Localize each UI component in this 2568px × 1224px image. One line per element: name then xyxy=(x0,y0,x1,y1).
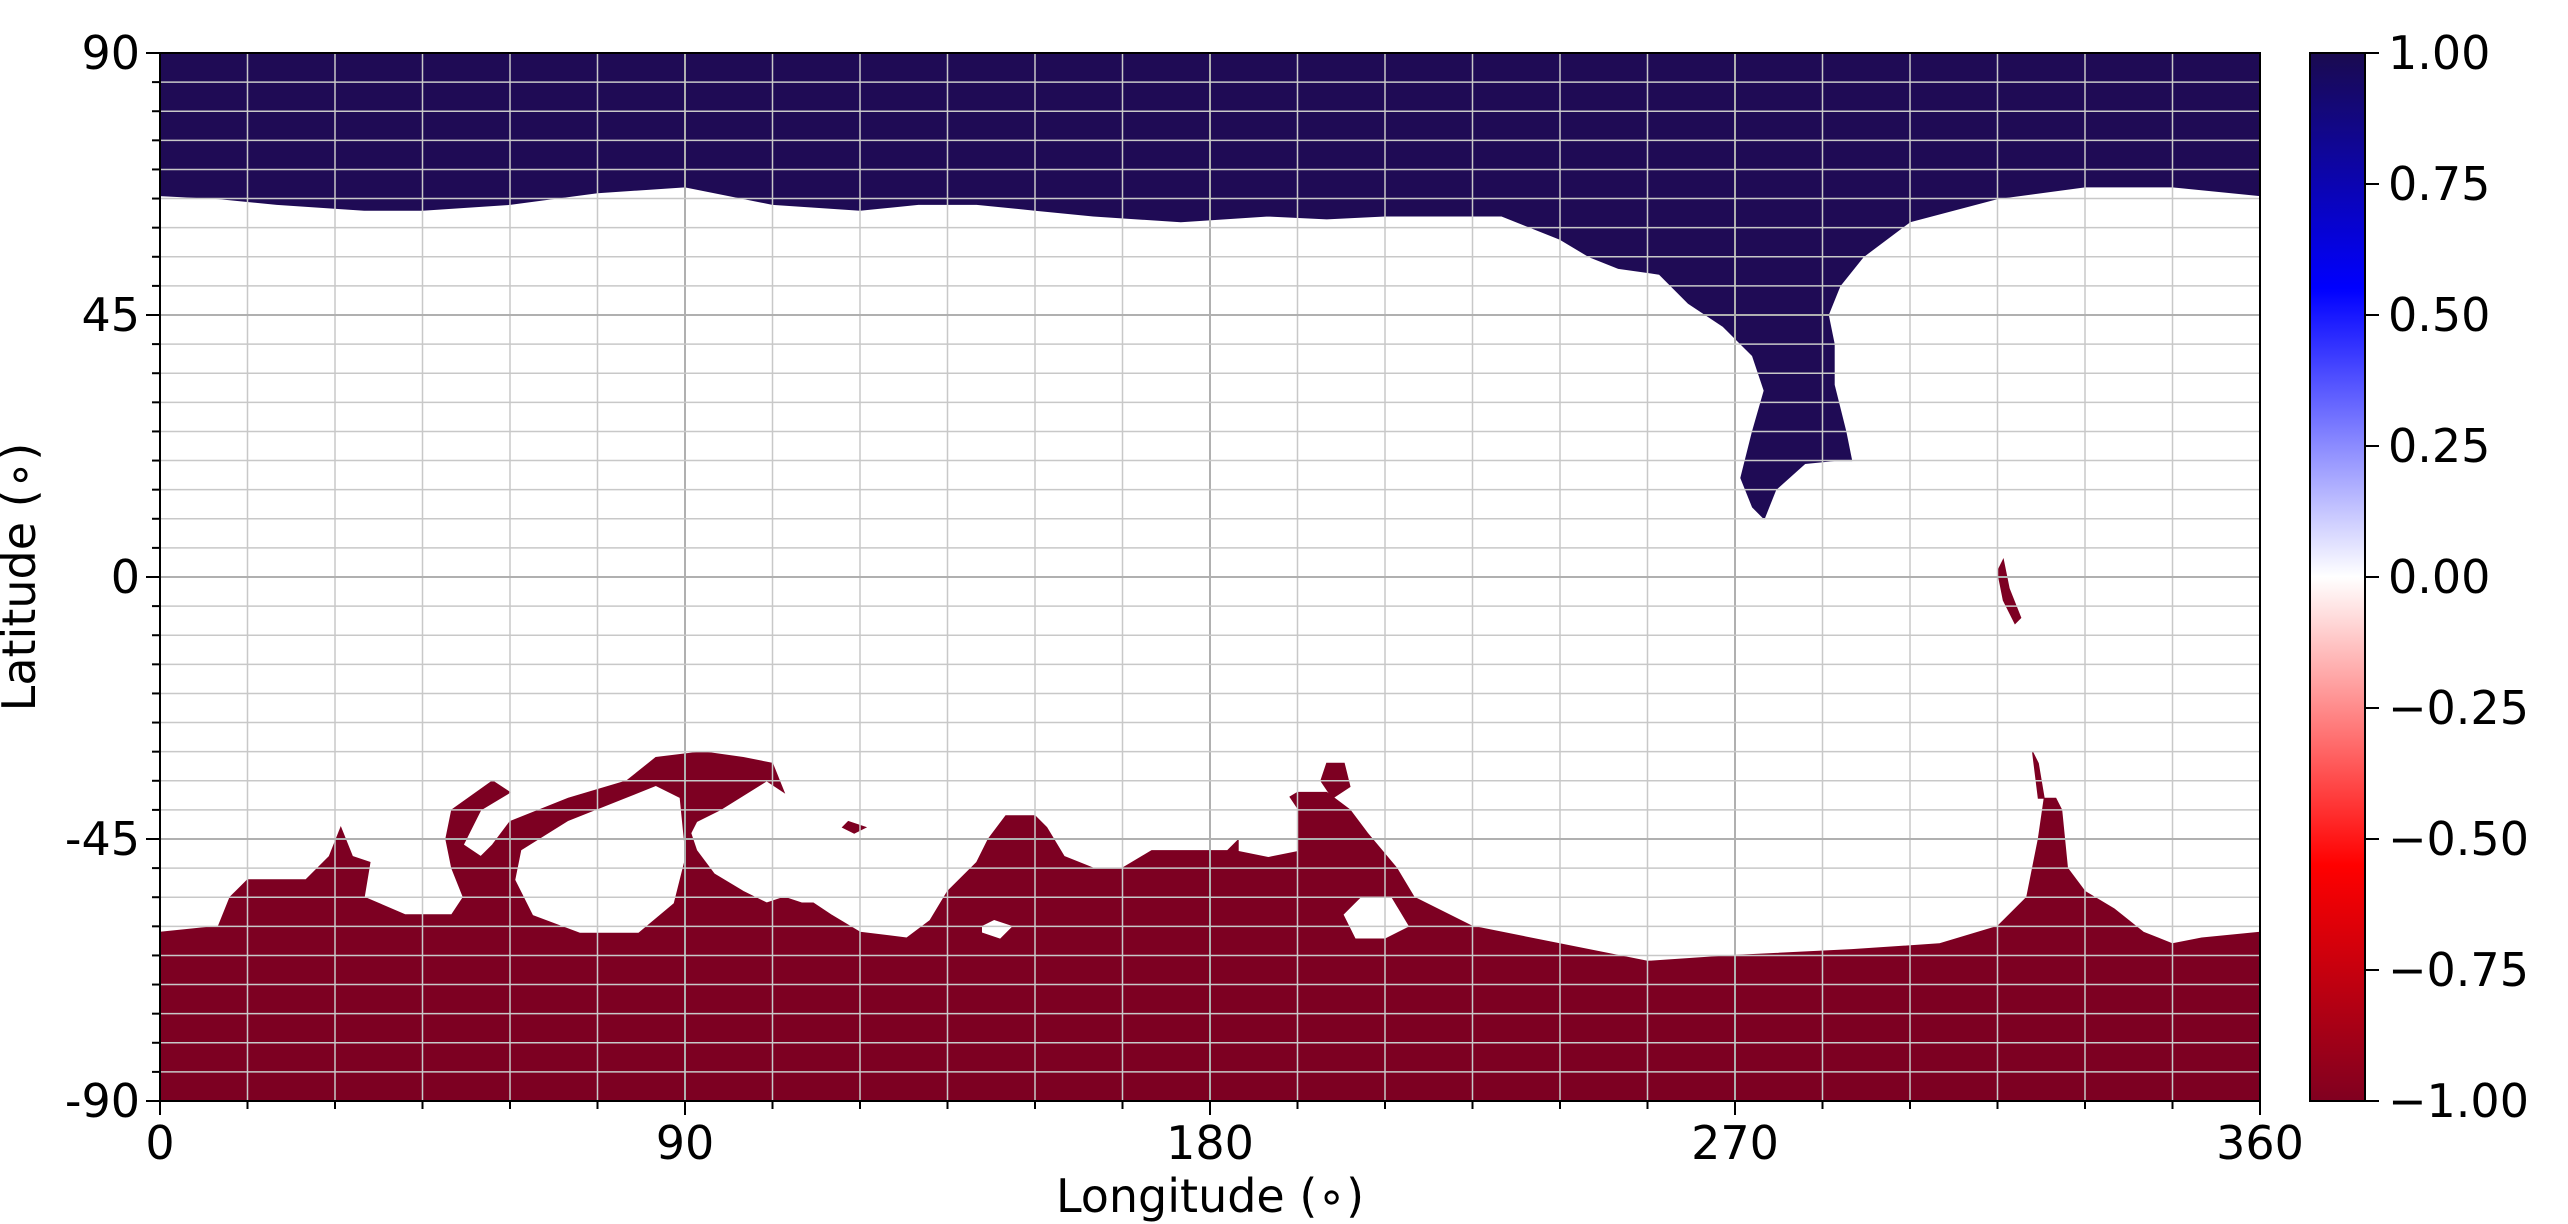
region-southern-inner-hole-4 xyxy=(982,919,1013,939)
colorbar-tick-label: 1.00 xyxy=(2388,26,2490,80)
colorbar-tick-label: −1.00 xyxy=(2388,1074,2529,1128)
y-tick-label: 0 xyxy=(111,550,140,604)
plot-area xyxy=(160,53,2260,1101)
x-tick-label: 270 xyxy=(1691,1116,1779,1170)
y-tick-label: -45 xyxy=(65,812,140,866)
colorbar-tick-label: 0.75 xyxy=(2388,157,2490,211)
y-tick-label: 90 xyxy=(81,26,140,80)
colorbar-tick-label: −0.75 xyxy=(2388,943,2529,997)
colorbar-tick-label: 0.25 xyxy=(2388,419,2490,473)
colorbar-tick-label: 0.00 xyxy=(2388,550,2490,604)
x-tick-label: 180 xyxy=(1166,1116,1254,1170)
colorbar: 1.00 0.75 0.50 0.25 0.00 −0.25 −0.50 −0.75 −1.00 xyxy=(2309,26,2529,1128)
region-southern-streak xyxy=(2032,751,2045,799)
region-southern-inner-hole-1 xyxy=(515,786,686,933)
region-southern-inner-hole-2 xyxy=(1238,791,1298,858)
colorbar-gradient xyxy=(2310,53,2365,1101)
colorbar-tick-label: −0.25 xyxy=(2388,681,2529,735)
colorbar-tick-label: 0.50 xyxy=(2388,288,2490,342)
y-tick-label: -90 xyxy=(65,1074,140,1128)
grid-lines xyxy=(160,53,2260,1101)
x-axis-label: Longitude (∘) xyxy=(1056,1169,1364,1223)
x-tick-label: 360 xyxy=(2216,1116,2304,1170)
colorbar-tick-label: −0.50 xyxy=(2388,812,2529,866)
colorbar-ticks: 1.00 0.75 0.50 0.25 0.00 −0.25 −0.50 −0.75 −1.00 xyxy=(2365,26,2529,1128)
x-tick-label: 90 xyxy=(656,1116,715,1170)
y-tick-label: 45 xyxy=(81,288,140,342)
y-axis-label: Latitude (∘) xyxy=(0,443,46,712)
y-axis-ticks: 90 45 0 -45 -90 xyxy=(65,26,160,1128)
x-tick-label: 0 xyxy=(145,1116,174,1170)
x-axis-ticks: 0 90 180 270 360 xyxy=(145,1101,2304,1170)
